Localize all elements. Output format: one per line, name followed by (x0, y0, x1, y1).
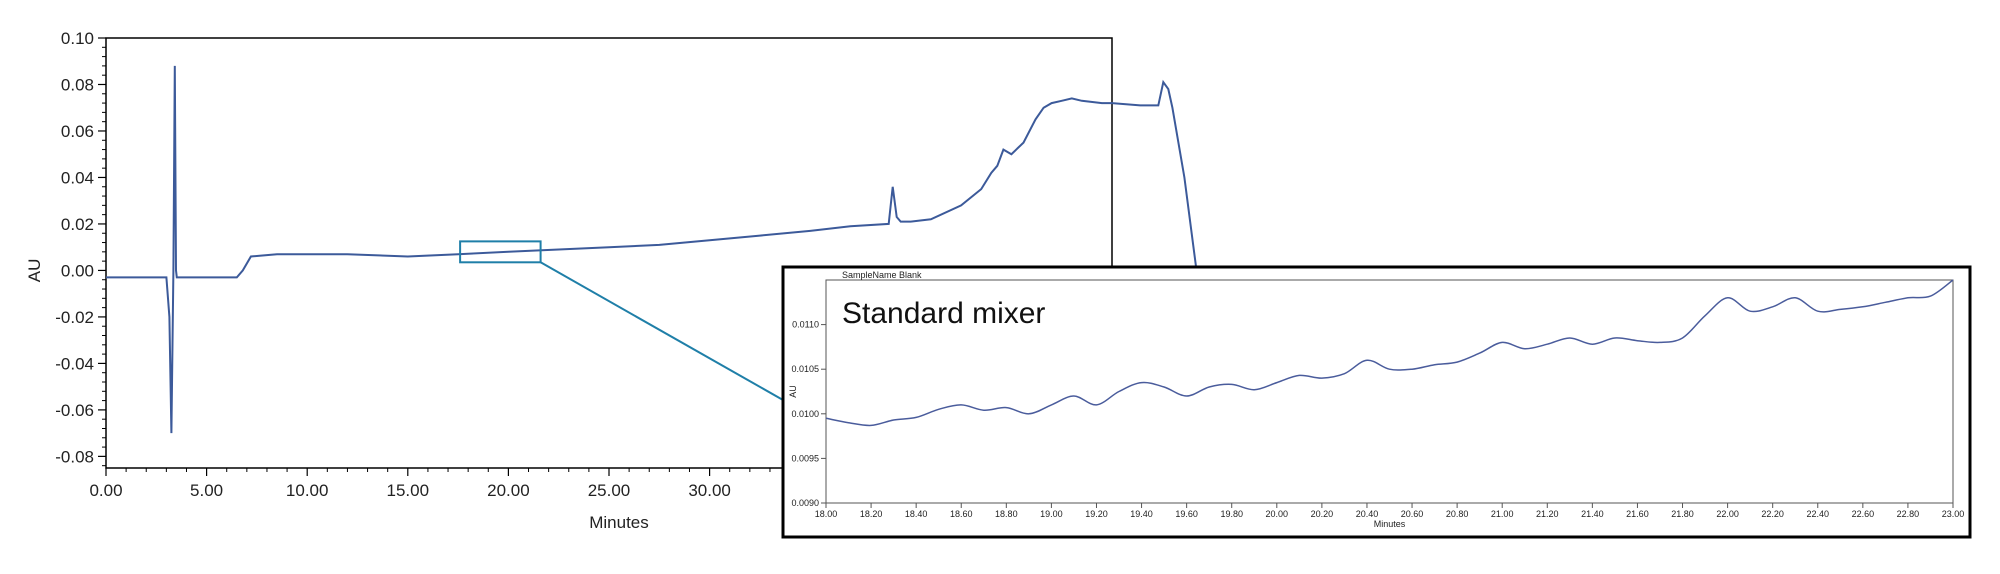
inset-x-tick-label: 18.60 (950, 509, 973, 519)
inset-x-tick-label: 21.60 (1626, 509, 1649, 519)
inset-x-tick-label: 19.40 (1130, 509, 1153, 519)
main-y-tick-label: 0.08 (61, 75, 94, 94)
main-y-axis: 0.10 0.08 0.06 0.04 0.02 0.00 -0.02 -0.04 -0.06 -… (55, 29, 106, 466)
inset-title: Standard mixer (842, 297, 1045, 330)
inset-y-axis-label: AU (788, 385, 798, 398)
inset-x-tick-label: 18.00 (815, 509, 838, 519)
inset-x-tick-label: 21.80 (1671, 509, 1694, 519)
inset-header-text: SampleName Blank (842, 270, 922, 280)
inset-x-tick-label: 18.20 (860, 509, 883, 519)
inset-x-tick-label: 23.00 (1942, 509, 1965, 519)
main-y-tick-label: 0.00 (61, 261, 94, 280)
inset-x-tick-label: 18.80 (995, 509, 1018, 519)
inset-x-tick-label: 19.20 (1085, 509, 1108, 519)
main-y-tick-label: 0.02 (61, 215, 94, 234)
inset-y-tick-label: 0.0110 (792, 320, 819, 330)
main-x-tick-label: 10.00 (286, 481, 329, 500)
inset-chart: SampleName Blank Standard mixer 0.01100.… (781, 265, 1972, 539)
inset-y-tick-label: 0.0100 (791, 409, 819, 419)
inset-x-tick-label: 19.60 (1175, 509, 1198, 519)
inset-x-tick-label: 22.00 (1716, 509, 1739, 519)
inset-x-tick-label: 20.20 (1311, 509, 1334, 519)
inset-x-tick-label: 19.00 (1040, 509, 1063, 519)
inset-x-tick-label: 21.00 (1491, 509, 1514, 519)
main-x-tick-label: 20.00 (487, 481, 530, 500)
inset-background (781, 265, 1972, 539)
main-y-tick-label: 0.06 (61, 122, 94, 141)
main-y-tick-label: -0.02 (55, 308, 94, 327)
inset-y-tick-label: 0.0095 (791, 453, 819, 463)
inset-x-tick-label: 21.20 (1536, 509, 1559, 519)
inset-x-axis-label: Minutes (1374, 519, 1406, 529)
inset-x-tick-label: 20.40 (1356, 509, 1379, 519)
inset-y-tick-label: 0.0090 (791, 498, 819, 508)
main-x-tick-label: 5.00 (190, 481, 223, 500)
main-y-tick-label: -0.06 (55, 401, 94, 420)
inset-x-tick-label: 20.00 (1266, 509, 1289, 519)
main-x-tick-label: 30.00 (688, 481, 731, 500)
main-x-tick-label: 15.00 (387, 481, 430, 500)
inset-y-axis: 0.0110 0.0105 0.0100 0.0095 0.0090 (791, 320, 826, 508)
main-y-tick-label: -0.08 (55, 447, 94, 466)
main-y-tick-label: 0.04 (61, 168, 94, 187)
main-y-axis-label: AU (25, 259, 44, 283)
main-x-tick-label: 25.00 (588, 481, 631, 500)
inset-series-line (825, 279, 1954, 427)
inset-x-tick-label: 21.40 (1581, 509, 1604, 519)
main-y-tick-label: -0.04 (55, 354, 94, 373)
inset-x-axis: 18.00 18.20 18.40 18.60 18.80 19.00 19.20 19.40… (815, 503, 1965, 519)
inset-x-tick-label: 22.20 (1761, 509, 1784, 519)
inset-x-tick-label: 22.40 (1806, 509, 1829, 519)
inset-x-tick-label: 20.80 (1446, 509, 1469, 519)
main-x-axis-label: Minutes (589, 513, 649, 532)
zoom-connector-line (540, 261, 784, 401)
inset-x-tick-label: 19.80 (1220, 509, 1243, 519)
inset-x-tick-label: 20.60 (1401, 509, 1424, 519)
inset-x-tick-label: 22.60 (1852, 509, 1875, 519)
inset-x-tick-label: 18.40 (905, 509, 928, 519)
inset-y-tick-label: 0.0105 (791, 364, 819, 374)
inset-plot-frame (825, 279, 1954, 504)
main-y-tick-label: 0.10 (61, 29, 94, 48)
main-x-tick-label: 0.00 (89, 481, 122, 500)
zoom-region-box (459, 240, 542, 264)
main-series-line (106, 65, 1198, 434)
inset-x-tick-label: 22.80 (1897, 509, 1920, 519)
